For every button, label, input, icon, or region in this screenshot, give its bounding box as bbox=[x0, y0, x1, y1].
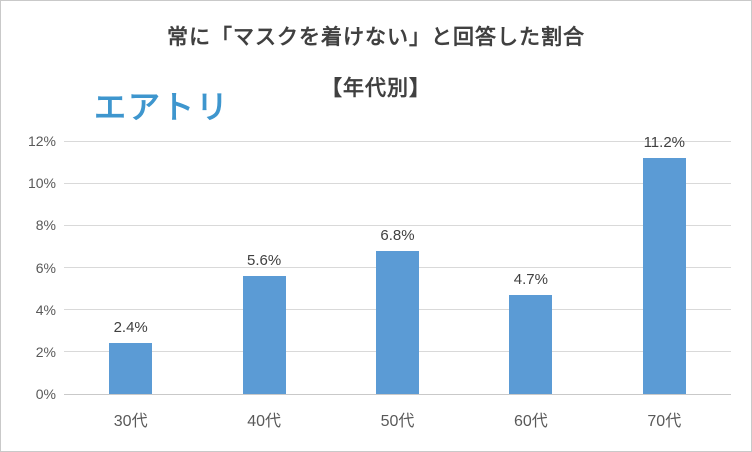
y-tick-label-8%: 8% bbox=[35, 217, 56, 234]
y-tick-label-10%: 10% bbox=[27, 175, 56, 192]
plot-area: 2.4% 5.6% 6.8% 4.7% 11.2% bbox=[64, 134, 731, 395]
x-axis-line bbox=[64, 393, 731, 395]
x-tick-label-50代: 50代 bbox=[380, 413, 415, 430]
y-tick-label-12%: 12% bbox=[27, 133, 56, 149]
y-tick-label-0%: 0% bbox=[35, 386, 56, 402]
bar-70代 bbox=[642, 157, 686, 394]
x-tick-label-60代: 60代 bbox=[513, 413, 548, 430]
bar-30代 bbox=[109, 343, 153, 394]
data-label-70代: 11.2% bbox=[643, 133, 685, 151]
bar-60代 bbox=[509, 294, 553, 394]
x-tick-label-30代: 30代 bbox=[113, 413, 148, 430]
bar-40代 bbox=[242, 275, 286, 394]
chart-title: 常に「マスクを着けない」と回答した割合 bbox=[167, 26, 585, 49]
x-tick-label-70代: 70代 bbox=[647, 413, 682, 430]
chart-subtitle: 【年代別】 bbox=[321, 77, 431, 100]
data-label-60代: 4.7% bbox=[513, 270, 548, 288]
airtrip-logo: エアトリ bbox=[94, 89, 231, 125]
gridline-12% bbox=[64, 140, 731, 142]
x-tick-label-40代: 40代 bbox=[247, 413, 281, 430]
y-tick-label-4%: 4% bbox=[35, 301, 56, 318]
data-label-30代: 2.4% bbox=[113, 319, 148, 337]
gridline-10% bbox=[64, 182, 731, 184]
data-label-40代: 5.6% bbox=[246, 251, 282, 269]
bar-50代 bbox=[376, 250, 419, 394]
data-label-50代: 6.8% bbox=[380, 226, 415, 244]
y-tick-label-2%: 2% bbox=[35, 343, 56, 360]
y-tick-label-6%: 6% bbox=[35, 259, 56, 276]
gridline-8% bbox=[64, 224, 731, 226]
